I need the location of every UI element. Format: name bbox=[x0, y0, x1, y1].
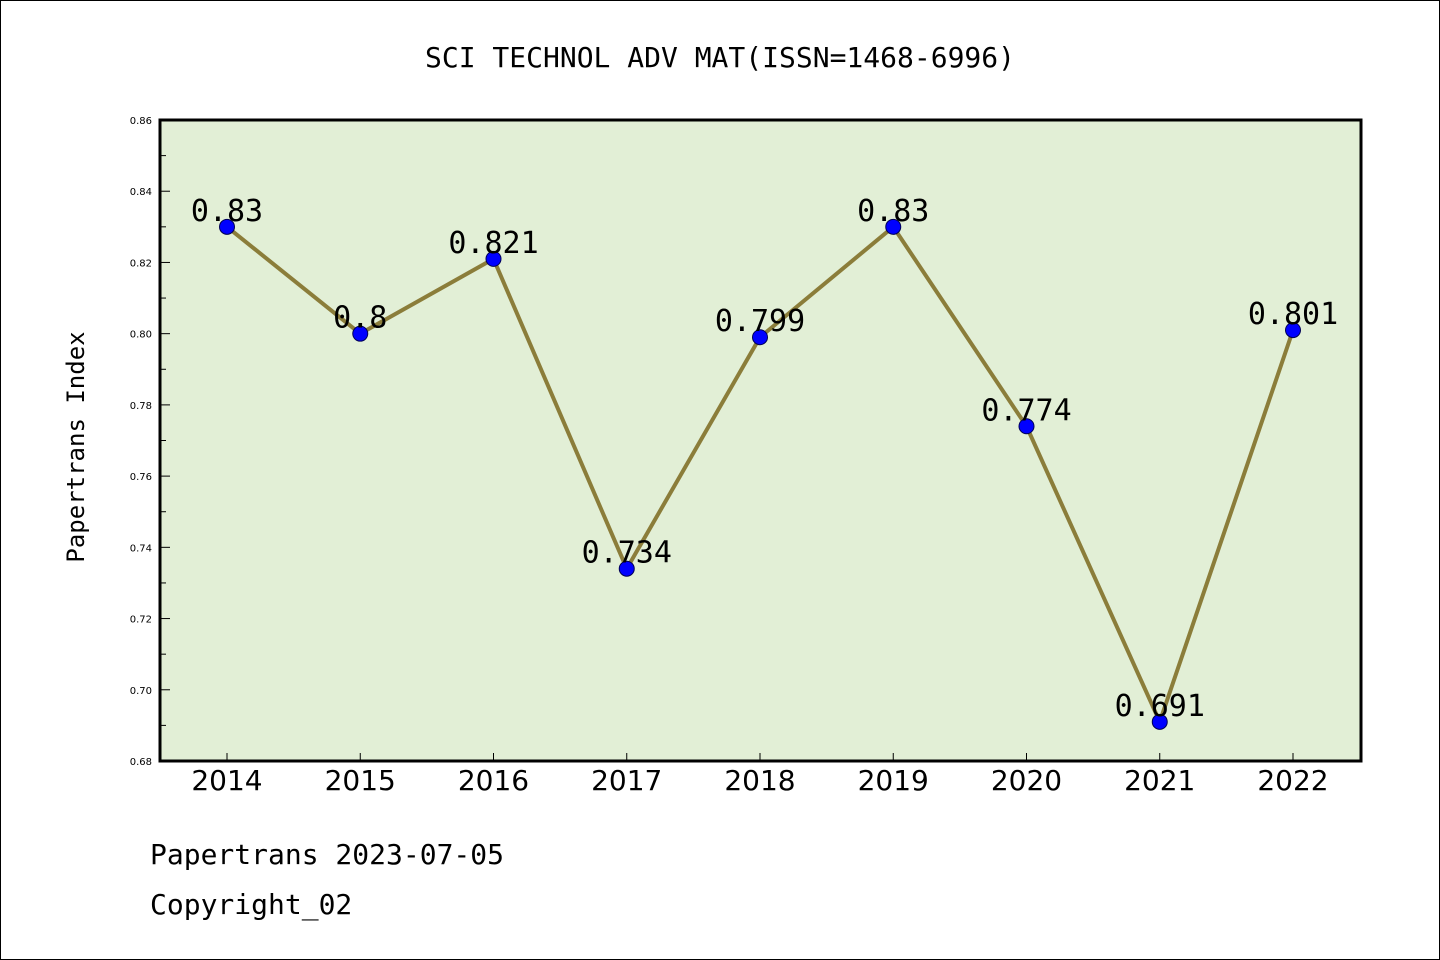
y-tick-label: 0.78 bbox=[130, 401, 152, 412]
data-point bbox=[219, 218, 235, 235]
data-point bbox=[485, 250, 502, 267]
x-tick-label: 2016 bbox=[458, 764, 529, 797]
data-label: 0.774 bbox=[981, 393, 1071, 428]
data-point bbox=[885, 218, 902, 235]
x-tick-label: 2022 bbox=[1257, 764, 1328, 797]
data-label: 0.734 bbox=[582, 536, 672, 571]
x-tick-label: 2021 bbox=[1124, 764, 1195, 797]
x-tick-label: 2017 bbox=[591, 764, 662, 797]
y-axis-label: Papertrans Index bbox=[62, 331, 90, 562]
data-label: 0.821 bbox=[448, 226, 538, 261]
data-label: 0.801 bbox=[1248, 297, 1338, 332]
data-point bbox=[1285, 322, 1301, 339]
chart-title: SCI TECHNOL ADV MAT(ISSN=1468-6996) bbox=[425, 41, 1015, 74]
data-label: 0.83 bbox=[191, 194, 263, 229]
plot-border bbox=[158, 118, 1363, 763]
y-tick-label: 0.76 bbox=[130, 472, 152, 483]
y-tick-label: 0.70 bbox=[130, 686, 152, 697]
x-tick-label: 2014 bbox=[191, 764, 262, 797]
data-point bbox=[352, 325, 369, 342]
data-point bbox=[752, 329, 768, 346]
y-tick-label: 0.84 bbox=[130, 187, 152, 198]
y-tick-label: 0.80 bbox=[130, 330, 152, 341]
data-label: 0.8 bbox=[333, 301, 387, 336]
data-point bbox=[1151, 713, 1168, 730]
x-tick-label: 2019 bbox=[858, 764, 929, 797]
x-tick-label: 2020 bbox=[991, 764, 1062, 797]
y-tick-label: 0.68 bbox=[130, 757, 152, 768]
footer-date: Papertrans 2023-07-05 bbox=[150, 838, 504, 871]
footer-copyright: Copyright_02 bbox=[150, 888, 352, 922]
data-point bbox=[618, 560, 635, 577]
data-label: 0.691 bbox=[1115, 689, 1205, 724]
y-tick-label: 0.72 bbox=[130, 615, 152, 626]
y-tick-label: 0.86 bbox=[130, 116, 152, 127]
x-tick-label: 2018 bbox=[724, 764, 795, 797]
y-tick-label: 0.74 bbox=[130, 543, 152, 554]
data-label: 0.83 bbox=[857, 194, 929, 229]
y-tick-label: 0.82 bbox=[130, 258, 152, 269]
data-point bbox=[1018, 418, 1035, 435]
plot-area bbox=[160, 120, 1361, 761]
data-label: 0.799 bbox=[715, 304, 805, 339]
x-tick-label: 2015 bbox=[325, 764, 396, 797]
